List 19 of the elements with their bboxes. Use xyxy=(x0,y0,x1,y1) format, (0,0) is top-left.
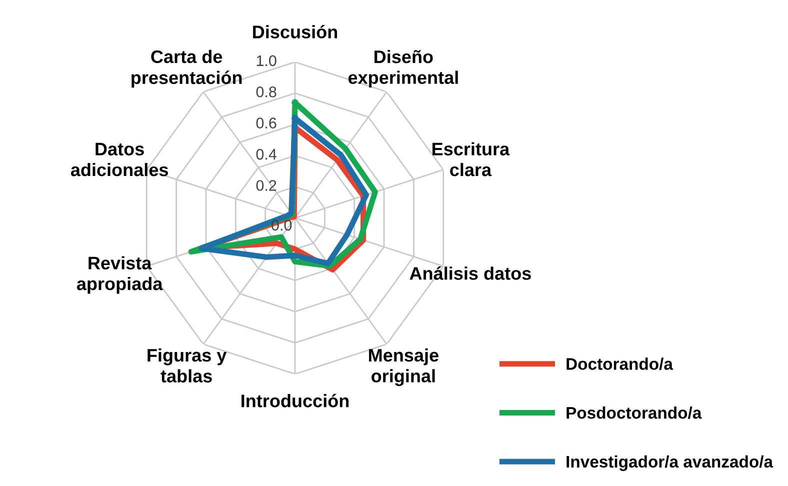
y-tick-label: 1.0 xyxy=(256,55,276,66)
spoke-label: Introducción xyxy=(242,394,349,408)
y-tick-label: 0.4 xyxy=(256,148,276,160)
spoke-label: Análisis datos xyxy=(410,266,531,280)
legend-label: Doctorando/a xyxy=(566,358,674,370)
y-tick-label: 0.8 xyxy=(256,86,276,98)
legend-label: Posdoctorando/a xyxy=(566,406,702,419)
spoke-label: Datos adicionales xyxy=(70,142,168,176)
spoke-label: Escritura clara xyxy=(432,142,510,176)
spoke-label: Figuras y tablas xyxy=(148,348,227,383)
spoke-label: Carta de presentación xyxy=(132,50,242,88)
spoke-label: Discusión xyxy=(253,24,338,38)
spoke-label: Revista apropiada xyxy=(76,256,163,294)
y-tick-label: 0.0 xyxy=(272,220,292,231)
y-tick-label: 0.6 xyxy=(256,118,276,128)
y-tick-label: 0.2 xyxy=(256,180,276,191)
legend-label: Investigador/a avanzado/a xyxy=(566,455,774,471)
spoke-label: Mensaje original xyxy=(369,348,438,386)
spoke-label: Diseño experimental xyxy=(348,50,458,88)
